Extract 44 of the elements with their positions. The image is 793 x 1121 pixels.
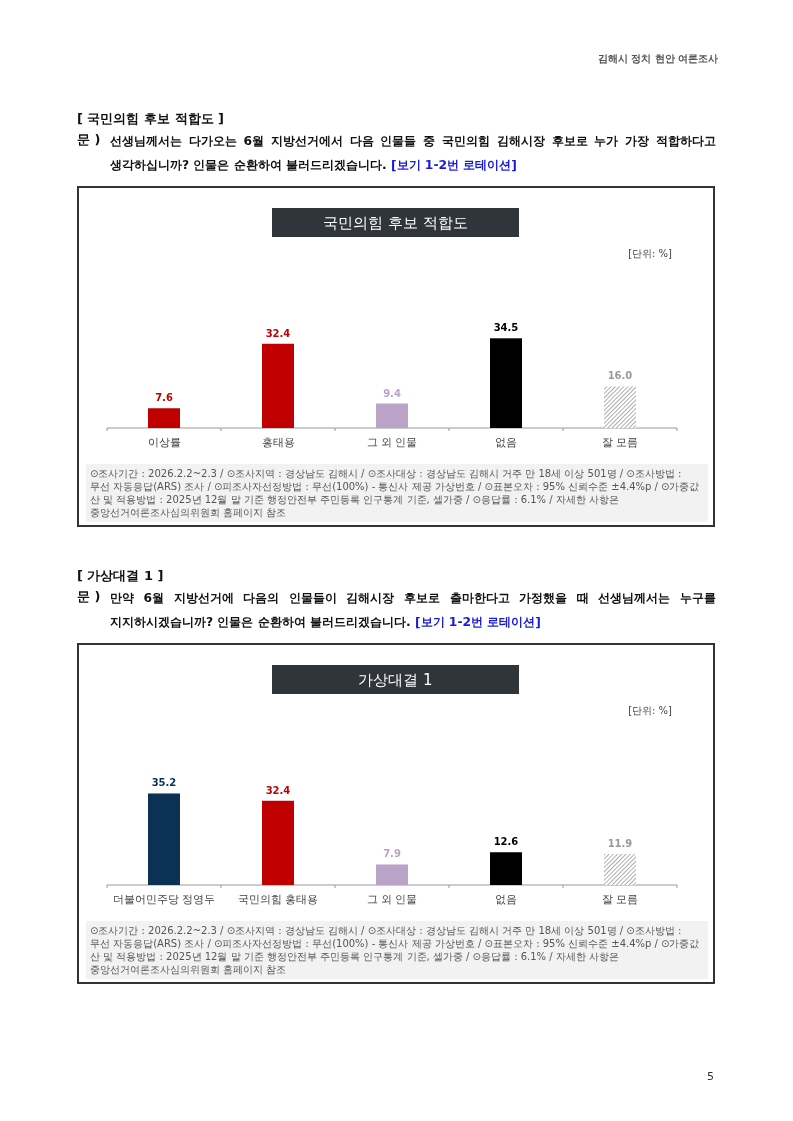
- x-tick-label: 그 외 인물: [366, 893, 418, 905]
- text: [ 국민의힘 후보 적합도 ]: [77, 110, 224, 128]
- x-tick-label: 이상률: [147, 436, 181, 448]
- text: ⊙조사기간 : 2026.2.2~2.3 / ⊙조사지역 : 경상남도 김해시 / ⊙조사대상 : 경상남도 김해시 거주 만 18세 이상 501명 / ⊙조사방법 : 무선 자동응답(ARS) 조사 / ⊙피조사자선정방법 : 무선(100%) - 통신사 제공 가상번호 / ⊙표본오차 : 95% 신뢰수준 ±4.4%p / ⊙가중값 산 및 적용방법 : 2025년 12월 말 기준 행정안전부 주민등록 인구통계 기준, 셀가중 / ⊙응답률 : 6.1% / 자세한 사항은 중앙선거여론조사심의위원회 홈페이지 참조: [86, 921, 708, 979]
- bar: [376, 864, 408, 885]
- x-tick-label: 더불어민주당 정영두: [112, 893, 216, 905]
- chart-title: 국민의힘 후보 적합도: [323, 214, 468, 232]
- bar: [262, 343, 294, 428]
- text: ⊙조사기간 : 2026.2.2~2.3 / ⊙조사지역 : 경상남도 김해시 / ⊙조사대상 : 경상남도 김해시 거주 만 18세 이상 501명 / ⊙조사방법 : 무선 자동응답(ARS) 조사 / ⊙피조사자선정방법 : 무선(100%) - 통신사 제공 가상번호 / ⊙표본오차 : 95% 신뢰수준 ±4.4%p / ⊙가중값 산 및 적용방법 : 2025년 12월 말 기준 행정안전부 주민등록 인구통계 기준, 셀가중 / ⊙응답률 : 6.1% / 자세한 사항은 중앙선거여론조사심의위원회 홈페이지 참조: [86, 464, 708, 522]
- data-label: 35.2: [151, 777, 177, 789]
- x-tick-label: 홍태용: [261, 436, 295, 448]
- bar: [490, 338, 522, 428]
- data-label: 34.5: [493, 322, 519, 334]
- data-label: 16.0: [607, 370, 633, 382]
- x-tick-label: 없음: [495, 436, 517, 448]
- bar: [148, 408, 180, 428]
- text: [단위: %]: [628, 705, 673, 716]
- x-tick-label: 그 외 인물: [366, 436, 418, 448]
- bar: [604, 386, 636, 428]
- x-tick-label: 잘 모름: [601, 436, 639, 448]
- x-tick-label: 없음: [495, 893, 517, 905]
- data-label: 7.6: [155, 392, 173, 404]
- chart-title: 가상대결 1: [358, 671, 433, 689]
- data-label: 11.9: [607, 838, 633, 850]
- bar: [148, 793, 180, 885]
- data-label: 9.4: [383, 387, 401, 399]
- text: [ 가상대결 1 ]: [77, 567, 164, 585]
- bar: [376, 403, 408, 428]
- data-label: 32.4: [265, 784, 291, 796]
- bar: [604, 854, 636, 885]
- data-label: 7.9: [383, 848, 401, 860]
- text: 문 ): [77, 131, 101, 149]
- text: [단위: %]: [628, 248, 673, 259]
- text: 문 ): [77, 588, 101, 606]
- data-label: 32.4: [265, 327, 291, 339]
- data-label: 12.6: [493, 836, 519, 848]
- text: 5: [706, 1070, 714, 1083]
- x-tick-label: 국민의힘 홍태용: [237, 893, 319, 905]
- x-tick-label: 잘 모름: [601, 893, 639, 905]
- text: 김해시 정치 현안 여론조사: [596, 52, 718, 66]
- bar: [490, 852, 522, 885]
- text: [보기 1-2번 로테이션]: [390, 158, 517, 172]
- text: [보기 1-2번 로테이션]: [414, 615, 541, 629]
- bar: [262, 800, 294, 885]
